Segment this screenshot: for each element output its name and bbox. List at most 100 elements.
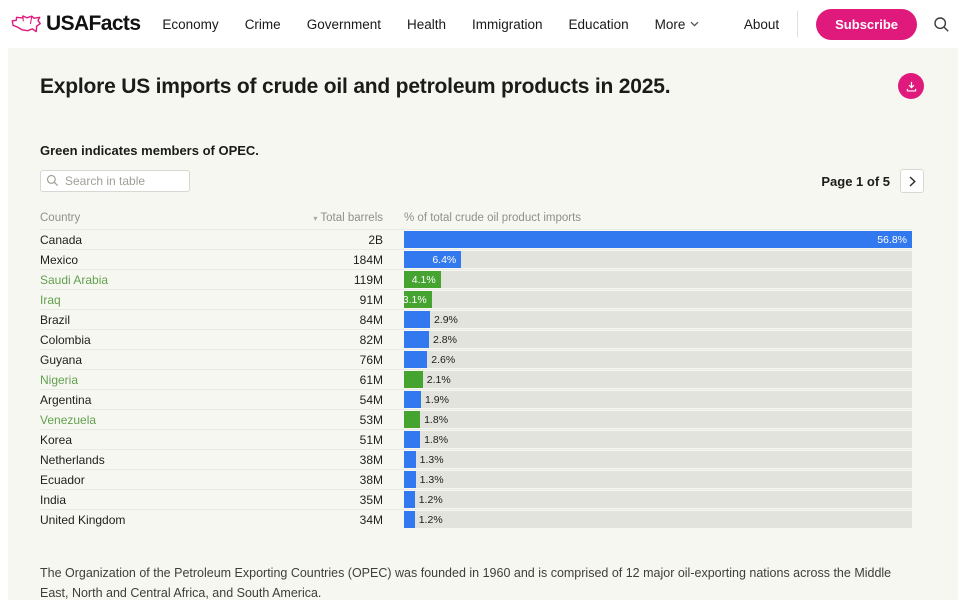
bar-track: 2.8% (404, 331, 912, 348)
bar-fill (404, 311, 430, 328)
column-header-country[interactable]: Country (40, 212, 81, 224)
nav-item-more[interactable]: More (655, 17, 700, 32)
bar-value-label: 1.3% (419, 473, 444, 486)
total-barrels-label: Total barrels (320, 212, 383, 224)
sort-descending-icon: ▾ (313, 214, 318, 223)
table-row: Canada 2B 56.8% (40, 229, 912, 249)
bar-value-label: 2.8% (433, 333, 457, 346)
usa-map-icon (11, 15, 41, 33)
bar-value-label: 2.6% (431, 353, 456, 366)
share-bar-cell: 56.8% (404, 230, 912, 249)
table-controls: Page 1 of 5 (40, 169, 924, 193)
bar-track: 3.1% (402, 291, 912, 308)
total-barrels-cell: 35M (359, 492, 383, 507)
country-cell: Saudi Arabia (40, 272, 109, 287)
nav-item-education[interactable]: Education (568, 16, 629, 32)
share-bar-cell: 2.9% (404, 310, 912, 329)
bar-fill (404, 351, 428, 368)
table-row: Nigeria 61M 2.1% (40, 369, 912, 389)
country-cell: Mexico (40, 252, 79, 267)
total-barrels-cell: 84M (359, 312, 383, 327)
share-bar-cell: 1.9% (404, 390, 912, 409)
table-row: Guyana 76M 2.6% (40, 349, 912, 369)
table-body: Canada 2B 56.8% Mexico 184M 6.4% Saudi Arabia 1… (40, 229, 912, 529)
country-cell: United Kingdom (40, 512, 126, 527)
bar-fill: 56.8% (404, 231, 912, 248)
country-cell: Colombia (40, 332, 91, 347)
site-search-icon[interactable] (933, 16, 950, 33)
bar-value-label: 1.8% (424, 433, 449, 446)
nav-item-economy[interactable]: Economy (162, 16, 219, 32)
country-cell: Iraq (40, 292, 61, 307)
nav-more-label: More (654, 16, 686, 32)
bar-value-label: 3.1% (402, 293, 427, 306)
total-barrels-cell: 34M (359, 512, 383, 527)
share-bar-cell: 1.2% (404, 490, 912, 509)
chevron-right-icon (909, 175, 916, 187)
bar-value-label: 2.1% (426, 373, 451, 386)
share-bar-cell: 3.1% (402, 290, 912, 309)
pagination: Page 1 of 5 (821, 169, 924, 193)
bar-fill (404, 431, 421, 448)
nav-item-health[interactable]: Health (406, 16, 447, 32)
table-row: Mexico 184M 6.4% (40, 249, 912, 269)
bar-track: 2.1% (404, 371, 912, 388)
bar-track: 1.8% (404, 411, 912, 428)
bar-value-label: 56.8% (877, 233, 907, 246)
share-bar-cell: 1.8% (404, 410, 912, 429)
usafacts-logo[interactable]: USAFacts (10, 12, 141, 36)
column-header-total-barrels[interactable]: ▾ Total barrels (294, 212, 383, 224)
nav-item-government[interactable]: Government (306, 16, 381, 32)
search-icon (46, 174, 59, 187)
total-barrels-cell: 61M (359, 372, 383, 387)
table-row: Brazil 84M 2.9% (40, 309, 912, 329)
bar-value-label: 1.9% (425, 393, 449, 406)
table-row: Argentina 54M 1.9% (40, 389, 912, 409)
bar-fill: 3.1% (402, 291, 432, 308)
share-bar-cell: 4.1% (404, 270, 912, 289)
nav-item-about[interactable]: About (743, 16, 780, 32)
nav-item-immigration[interactable]: Immigration (472, 16, 543, 32)
total-barrels-cell: 51M (359, 432, 383, 447)
bar-track: 4.1% (404, 271, 912, 288)
download-icon (906, 81, 916, 92)
search-input[interactable] (40, 170, 190, 192)
bar-fill (404, 451, 416, 468)
bar-track: 1.2% (404, 491, 912, 508)
download-button[interactable] (898, 73, 924, 99)
bar-fill: 4.1% (404, 271, 441, 288)
bar-fill (404, 471, 416, 488)
imports-table: Country ▾ Total barrels % of total crude … (40, 207, 912, 529)
bar-track: 56.8% (404, 231, 912, 248)
bar-track: 1.2% (404, 511, 912, 528)
bar-fill (404, 331, 430, 348)
top-navigation-bar: USAFacts Economy Crime Government Health Imm… (0, 0, 966, 48)
topbar-divider (797, 11, 799, 37)
bar-track: 6.4% (404, 251, 912, 268)
nav-item-crime[interactable]: Crime (244, 16, 281, 32)
column-header-share: % of total crude oil product imports (404, 212, 582, 224)
country-cell: Netherlands (40, 452, 105, 467)
bar-fill (404, 491, 415, 508)
share-bar-cell: 1.2% (404, 510, 912, 529)
total-barrels-cell: 76M (359, 352, 383, 367)
bar-track: 1.8% (404, 431, 912, 448)
table-row: India 35M 1.2% (40, 489, 912, 509)
chevron-down-icon (690, 21, 699, 27)
table-row: United Kingdom 34M 1.2% (40, 509, 912, 529)
next-page-button[interactable] (900, 169, 924, 193)
content-card: Explore US imports of crude oil and petr… (8, 48, 958, 600)
share-bar-cell: 6.4% (404, 250, 912, 269)
opec-footnote: The Organization of the Petroleum Export… (40, 566, 892, 600)
share-bar-cell: 1.3% (404, 470, 912, 489)
subscribe-button[interactable]: Subscribe (816, 8, 917, 40)
brand-wordmark: USAFacts (46, 12, 141, 35)
total-barrels-cell: 184M (352, 252, 383, 267)
total-barrels-cell: 2B (368, 232, 383, 247)
country-cell: Venezuela (40, 412, 97, 427)
bar-fill: 6.4% (404, 251, 462, 268)
table-row: Venezuela 53M 1.8% (40, 409, 912, 429)
country-cell: Canada (40, 232, 83, 247)
total-barrels-cell: 38M (359, 472, 383, 487)
bar-track: 1.3% (404, 451, 912, 468)
